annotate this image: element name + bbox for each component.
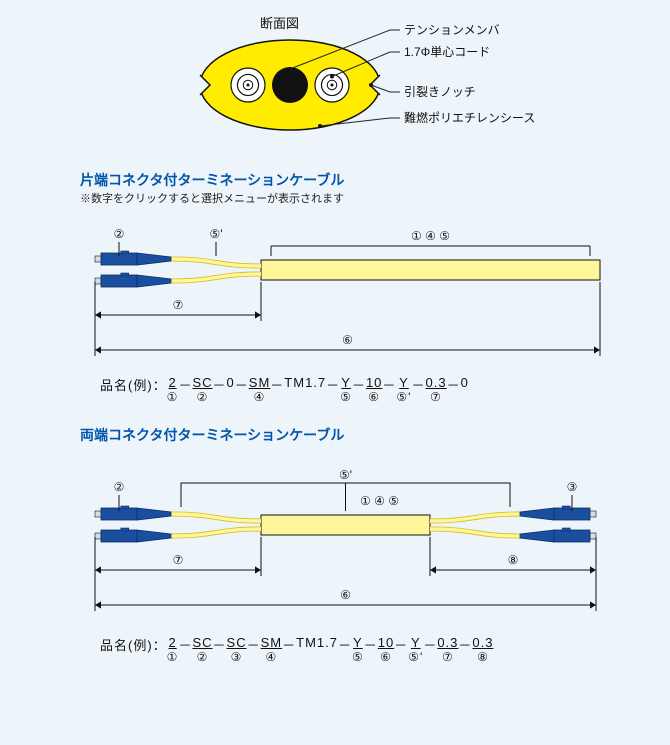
- cross-section-svg: 断面図 テンションメンバ 1.7Φ単心コード引裂きノッチ難燃ポリエチレンシース: [0, 0, 670, 150]
- svg-text:⑤': ⑤': [209, 227, 222, 241]
- partname-segment[interactable]: 10: [378, 635, 394, 650]
- partname-segment[interactable]: Y: [408, 635, 423, 650]
- svg-text:① ④ ⑤: ① ④ ⑤: [411, 229, 450, 243]
- partname-segment[interactable]: Y: [352, 635, 364, 650]
- partname-segment[interactable]: 2: [167, 635, 179, 650]
- svg-text:⑦: ⑦: [173, 298, 184, 312]
- partname-segment[interactable]: SM: [249, 375, 271, 390]
- partname-segment[interactable]: Y: [396, 375, 411, 390]
- svg-text:難燃ポリエチレンシース: 難燃ポリエチレンシース: [404, 110, 535, 125]
- partname-segment[interactable]: SC: [192, 375, 212, 390]
- partname-segment[interactable]: SC: [227, 635, 247, 650]
- double-end-svg: ② ③ ⑤' ① ④ ⑤ ⑦ ⑧ ⑥: [0, 440, 670, 640]
- svg-text:⑧: ⑧: [508, 553, 519, 567]
- single-end-title: 片端コネクタ付ターミネーションケーブル: [80, 170, 344, 190]
- svg-text:②: ②: [114, 480, 125, 494]
- single-end-svg: ② ⑤' ① ④ ⑤ ⑦ ⑥: [0, 200, 670, 380]
- svg-text:1.7Φ単心コード: 1.7Φ単心コード: [404, 45, 490, 59]
- svg-text:断面図: 断面図: [260, 16, 299, 31]
- svg-text:②: ②: [114, 227, 125, 241]
- partname-segment[interactable]: 2: [167, 375, 179, 390]
- partname-segment[interactable]: 0.3: [437, 635, 458, 650]
- partname-segment[interactable]: 0.3: [426, 375, 447, 390]
- svg-text:⑤': ⑤': [339, 468, 352, 482]
- svg-text:⑦: ⑦: [173, 553, 184, 567]
- double-end-partname: 品名(例)：2①－SC②－SC③－SM④－TM1.7－Y⑤－10⑥－Y⑤'－0.…: [100, 635, 494, 664]
- svg-text:⑥: ⑥: [340, 588, 351, 602]
- partname-segment[interactable]: SM: [261, 635, 283, 650]
- svg-text:引裂きノッチ: 引裂きノッチ: [404, 85, 476, 99]
- partname-segment[interactable]: SC: [192, 635, 212, 650]
- partname-segment[interactable]: Y: [340, 375, 352, 390]
- svg-text:③: ③: [567, 480, 578, 494]
- partname-segment[interactable]: 0.3: [472, 635, 493, 650]
- single-end-partname: 品名(例)：2①－SC②－0－SM④－TM1.7－Y⑤－10⑥－Y⑤'－0.3⑦…: [100, 375, 469, 404]
- svg-text:⑥: ⑥: [342, 333, 353, 347]
- svg-text:① ④ ⑤: ① ④ ⑤: [360, 494, 399, 508]
- svg-text:テンションメンバ: テンションメンバ: [404, 23, 500, 37]
- partname-segment[interactable]: 10: [366, 375, 382, 390]
